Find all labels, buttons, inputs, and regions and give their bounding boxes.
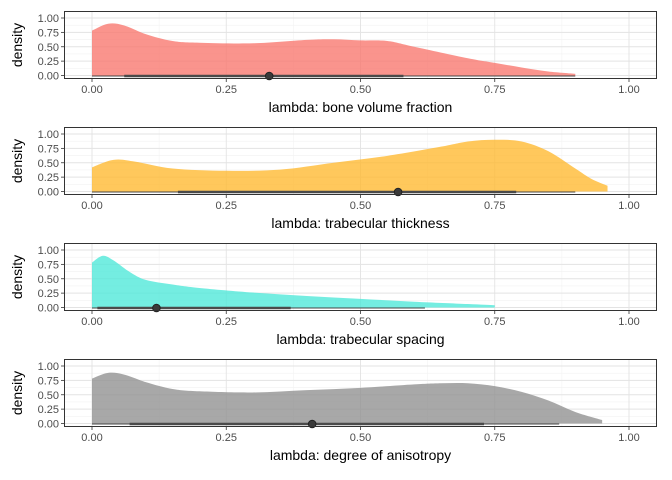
y-tick-label: 0.50: [38, 158, 59, 170]
density-area: [92, 139, 608, 192]
panel-1: 0.00 0.25 0.50 0.75 1.00 0.00 0.25 0.50 0.75 1.00…: [9, 11, 657, 115]
y-tick-label: 0.50: [38, 42, 59, 54]
y-tick-label: 1.00: [38, 13, 59, 25]
y-tick-label: 1.00: [38, 361, 59, 373]
x-tick-label: 0.25: [216, 84, 237, 96]
panel-border: [64, 127, 657, 195]
x-tick-label: 0.50: [350, 432, 371, 444]
y-tick-label: 0.75: [38, 259, 59, 271]
point-estimate: [264, 71, 274, 81]
x-tick-label: 0.50: [350, 84, 371, 96]
panel-border: [64, 359, 657, 427]
x-tick-label: 0.25: [216, 316, 237, 328]
y-tick-label: 0.75: [38, 143, 59, 155]
x-tick-label: 0.25: [216, 200, 237, 212]
y-tick-label: 0.25: [38, 56, 59, 68]
point-estimate: [307, 419, 317, 429]
x-tick-label: 0.00: [81, 432, 102, 444]
y-tick-label: 0.00: [38, 419, 59, 431]
y-tick-label: 0.00: [38, 303, 59, 315]
x-tick-label: 0.50: [350, 200, 371, 212]
x-tick-label: 1.00: [618, 316, 639, 328]
x-axis-label: lambda: trabecular thickness: [271, 215, 449, 231]
x-tick-label: 0.75: [484, 84, 505, 96]
x-tick-label: 0.00: [81, 316, 102, 328]
x-axis-label: lambda: bone volume fraction: [269, 99, 453, 115]
x-tick-label: 0.75: [484, 316, 505, 328]
panel-border: [64, 11, 657, 79]
y-axis-label: density: [9, 255, 25, 299]
x-tick-label: 0.00: [81, 200, 102, 212]
y-tick-label: 0.25: [38, 288, 59, 300]
y-tick-label: 0.25: [38, 172, 59, 184]
x-tick-label: 0.75: [484, 200, 505, 212]
y-tick-label: 0.00: [38, 71, 59, 83]
y-axis-label: density: [9, 139, 25, 183]
x-tick-label: 0.50: [350, 316, 371, 328]
panel-2: 0.00 0.25 0.50 0.75 1.00 0.00 0.25 0.50 0.75 1.00…: [9, 127, 657, 231]
density-area: [92, 372, 603, 424]
y-tick-label: 1.00: [38, 245, 59, 257]
y-tick-label: 0.00: [38, 187, 59, 199]
point-estimate: [393, 187, 403, 197]
x-tick-label: 0.75: [484, 432, 505, 444]
density-area: [92, 23, 576, 76]
y-axis-label: density: [9, 23, 25, 67]
x-axis-label: lambda: trabecular spacing: [276, 331, 444, 347]
density-area: [92, 255, 495, 308]
y-tick-label: 0.25: [38, 404, 59, 416]
y-tick-label: 0.50: [38, 274, 59, 286]
x-tick-label: 1.00: [618, 200, 639, 212]
x-tick-label: 0.25: [216, 432, 237, 444]
x-tick-label: 1.00: [618, 84, 639, 96]
panel-4: 0.00 0.25 0.50 0.75 1.00 0.00 0.25 0.50 0.75 1.00…: [9, 359, 657, 463]
x-tick-label: 0.00: [81, 84, 102, 96]
y-tick-label: 0.75: [38, 27, 59, 39]
y-axis-label: density: [9, 371, 25, 415]
panel-border: [64, 243, 657, 311]
y-tick-label: 0.50: [38, 390, 59, 402]
x-axis-label: lambda: degree of anisotropy: [270, 447, 451, 463]
x-tick-label: 1.00: [618, 432, 639, 444]
y-tick-label: 1.00: [38, 129, 59, 141]
y-tick-label: 0.75: [38, 375, 59, 387]
point-estimate: [152, 303, 161, 313]
panel-3: 0.00 0.25 0.50 0.75 1.00 0.00 0.25 0.50 0.75 1.00…: [9, 243, 657, 347]
